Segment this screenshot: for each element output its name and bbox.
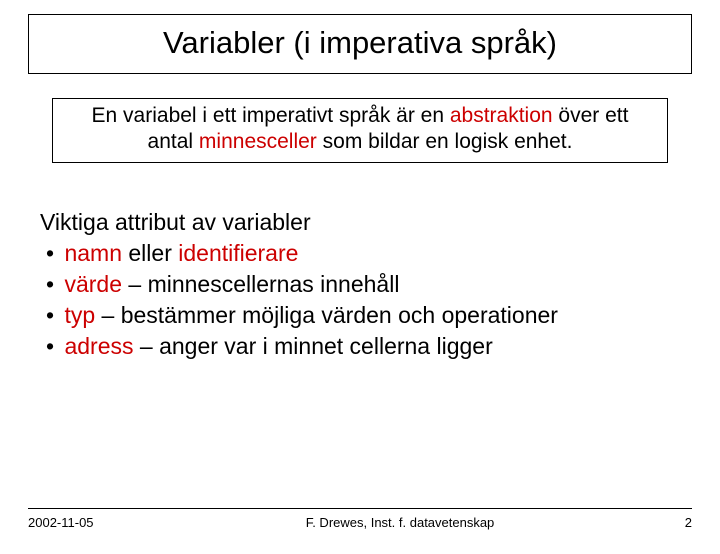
content-area: Viktiga attribut av variabler namn eller…: [40, 207, 680, 362]
list-item: adress – anger var i minnet cellerna lig…: [46, 331, 680, 362]
list-item: värde – minnescellernas innehåll: [46, 269, 680, 300]
footer-page: 2: [632, 515, 692, 530]
attr-term: namn: [64, 240, 122, 266]
slide-title: Variabler (i imperativa språk): [163, 25, 557, 60]
title-box: Variabler (i imperativa språk): [28, 14, 692, 74]
definition-prefix: En variabel i ett imperativt språk är en: [92, 104, 450, 127]
attr-term: värde: [64, 271, 122, 297]
attr-rest: – minnescellernas innehåll: [122, 271, 399, 297]
list-item: typ – bestämmer möjliga värden och opera…: [46, 300, 680, 331]
list-item: namn eller identifierare: [46, 238, 680, 269]
footer: 2002-11-05 F. Drewes, Inst. f. dataveten…: [28, 508, 692, 530]
definition-abstraction: abstraktion: [450, 104, 553, 127]
attr-rest: – bestämmer möjliga värden och operation…: [95, 302, 558, 328]
footer-rule: [28, 508, 692, 509]
footer-row: 2002-11-05 F. Drewes, Inst. f. dataveten…: [28, 515, 692, 530]
attributes-list: namn eller identifierare värde – minnesc…: [40, 238, 680, 362]
attr-term: adress: [64, 333, 133, 359]
definition-suffix: som bildar en logisk enhet.: [317, 130, 573, 153]
attr-term2: identifierare: [178, 240, 298, 266]
footer-date: 2002-11-05: [28, 515, 168, 530]
footer-author: F. Drewes, Inst. f. datavetenskap: [168, 515, 632, 530]
attr-connector: eller: [122, 240, 178, 266]
attr-rest: – anger var i minnet cellerna ligger: [134, 333, 493, 359]
attr-term: typ: [64, 302, 95, 328]
definition-cells: minnesceller: [199, 130, 317, 153]
attributes-heading: Viktiga attribut av variabler: [40, 207, 680, 238]
definition-box: En variabel i ett imperativt språk är en…: [52, 98, 668, 163]
